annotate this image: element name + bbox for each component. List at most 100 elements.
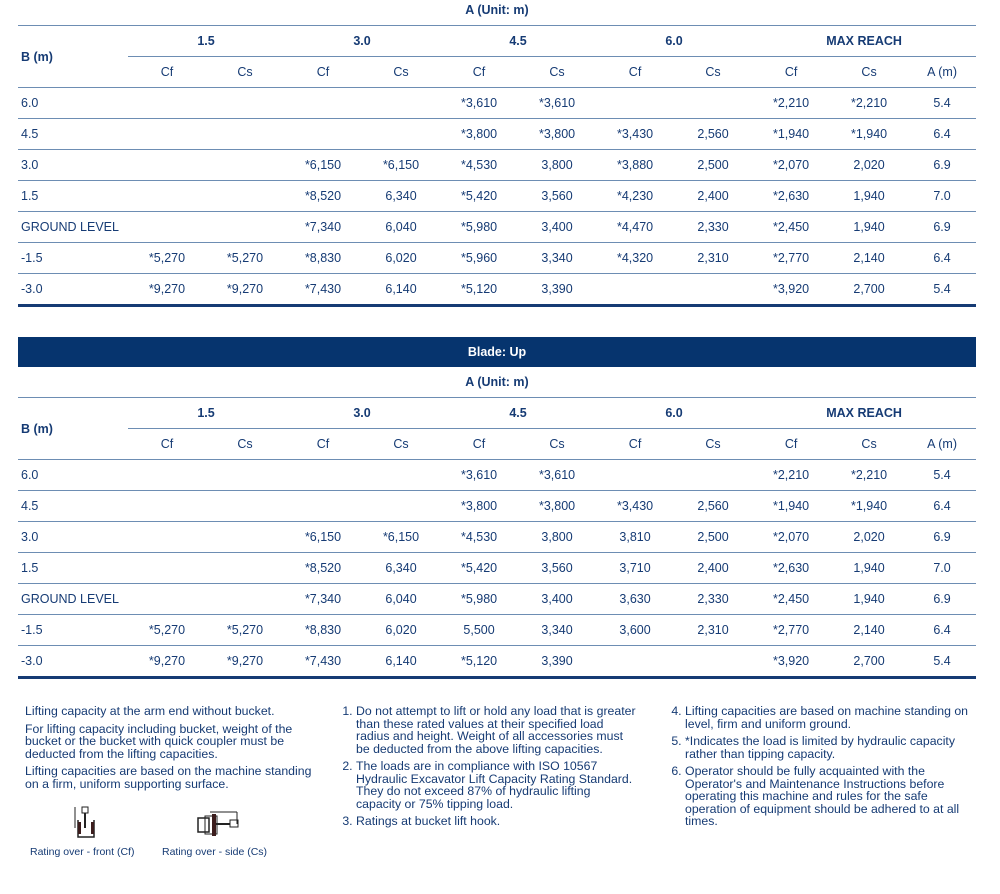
sub-header: Cs	[362, 56, 441, 88]
capacity-cell	[674, 273, 753, 307]
table-row: 6.0 *3,610 *3,610 *2,210 *2,210 5.4	[18, 459, 977, 491]
group-header: 4.5	[440, 26, 597, 57]
group-header: 6.0	[596, 398, 753, 429]
sub-header: Cf	[752, 56, 831, 88]
sub-header: Cf	[440, 56, 519, 88]
capacity-cell: 5.4	[908, 87, 977, 119]
capacity-cell: 2,560	[674, 118, 753, 150]
capacity-cell: 5,500	[440, 614, 519, 646]
capacity-cell: *8,830	[284, 614, 363, 646]
capacity-cell	[206, 490, 285, 522]
capacity-cell: *5,270	[128, 242, 206, 274]
capacity-cell	[674, 459, 753, 491]
capacity-cell: 2,400	[674, 180, 753, 212]
capacity-cell: 3,390	[518, 645, 597, 679]
capacity-cell	[128, 583, 206, 615]
table-row: 4.5 *3,800 *3,800 *3,430 2,560 *1,940 *1,940 6.…	[18, 118, 977, 150]
sub-header: Cs	[518, 56, 597, 88]
capacity-cell: *3,610	[518, 459, 597, 491]
capacity-cell: 6.4	[908, 118, 977, 150]
capacity-cell: *3,800	[440, 118, 519, 150]
capacity-cell: *3,430	[596, 118, 675, 150]
note: Lifting capacities are based on machine …	[685, 705, 977, 730]
blade-up-band: Blade: Up	[18, 337, 976, 367]
table-row: 6.0 *3,610 *3,610 *2,210 *2,210 5.4	[18, 87, 977, 119]
sub-header: Cs	[362, 428, 441, 460]
capacity-cell: *4,230	[596, 180, 675, 212]
notes-mid: Do not attempt to lift or hold any load …	[338, 705, 638, 833]
side-rating-icon	[197, 811, 239, 836]
capacity-cell: 6.9	[908, 521, 977, 553]
capacity-cell	[128, 459, 206, 491]
sub-header: Cs	[206, 56, 285, 88]
row-height-label: -3.0	[18, 273, 128, 307]
capacity-cell	[128, 521, 206, 553]
capacity-cell	[128, 87, 206, 119]
sub-header: Cf	[284, 56, 363, 88]
note: Do not attempt to lift or hold any load …	[356, 705, 638, 755]
capacity-cell: 5.4	[908, 273, 977, 307]
capacity-cell: 2,330	[674, 211, 753, 243]
capacity-cell: *2,770	[752, 242, 831, 274]
front-rating-caption: Rating over - front (Cf)	[30, 846, 135, 858]
b-label: B (m)	[18, 26, 128, 88]
table-row: 1.5 *8,520 6,340 *5,420 3,560 *4,230 2,400 *2,6…	[18, 180, 977, 212]
capacity-cell	[128, 211, 206, 243]
capacity-cell: 3,810	[596, 521, 675, 553]
unit-title: A (Unit: m)	[18, 367, 976, 398]
capacity-cell: *5,980	[440, 211, 519, 243]
capacity-cell: 3,560	[518, 180, 597, 212]
capacity-cell	[128, 149, 206, 181]
group-header-row: B (m) 1.5 3.0 4.5 6.0 MAX REACH	[18, 398, 977, 460]
capacity-cell	[362, 459, 441, 491]
capacity-cell	[596, 645, 675, 679]
capacity-cell: *8,520	[284, 180, 363, 212]
note: *Indicates the load is limited by hydrau…	[685, 735, 977, 760]
capacity-cell: *2,210	[830, 87, 909, 119]
sub-header: Cs	[674, 56, 753, 88]
capacity-cell: *6,150	[284, 521, 363, 553]
b-label: B (m)	[18, 398, 128, 460]
capacity-cell: *5,420	[440, 552, 519, 584]
capacity-cell: *5,960	[440, 242, 519, 274]
capacity-cell: *3,880	[596, 149, 675, 181]
capacity-cell: *3,920	[752, 273, 831, 307]
capacity-cell: *3,920	[752, 645, 831, 679]
capacity-cell: 2,020	[830, 521, 909, 553]
sub-header: Cs	[674, 428, 753, 460]
row-height-label: -1.5	[18, 614, 128, 646]
capacity-cell: 2,140	[830, 242, 909, 274]
capacity-cell: 6,020	[362, 614, 441, 646]
notes-left: Lifting capacity at the arm end without …	[25, 705, 325, 795]
sub-header-row: Cf Cs Cf Cs Cf Cs Cf Cs Cf Cs A (m)	[18, 428, 977, 460]
capacity-cell: 2,330	[674, 583, 753, 615]
note: Ratings at bucket lift hook.	[356, 815, 638, 828]
capacity-cell: *1,940	[830, 490, 909, 522]
capacity-cell	[362, 490, 441, 522]
capacity-cell: *4,530	[440, 521, 519, 553]
row-height-label: 6.0	[18, 87, 128, 119]
capacity-cell: 3,340	[518, 614, 597, 646]
notes-right: Lifting capacities are based on machine …	[667, 705, 977, 833]
capacity-cell	[284, 490, 363, 522]
sub-header: Cf	[752, 428, 831, 460]
capacity-cell	[128, 118, 206, 150]
group-header: 1.5	[128, 26, 285, 57]
row-height-label: 3.0	[18, 521, 128, 553]
capacity-cell: 6,140	[362, 273, 441, 307]
table-row: GROUND LEVEL *7,340 6,040 *5,980 3,400 *4,470…	[18, 211, 977, 243]
capacity-cell: *2,210	[752, 87, 831, 119]
capacity-cell	[206, 211, 285, 243]
row-height-label: -1.5	[18, 242, 128, 274]
capacity-cell: *6,150	[362, 521, 441, 553]
group-header: 4.5	[440, 398, 597, 429]
capacity-cell: *6,150	[284, 149, 363, 181]
group-header-row: B (m) 1.5 3.0 4.5 6.0 MAX REACH	[18, 26, 977, 88]
capacity-cell	[284, 118, 363, 150]
capacity-cell: 2,500	[674, 521, 753, 553]
table-row: 3.0 *6,150 *6,150 *4,530 3,800 *3,880 2,500 *2,…	[18, 149, 977, 181]
sub-header: Cf	[596, 56, 675, 88]
capacity-cell	[206, 552, 285, 584]
row-height-label: GROUND LEVEL	[18, 583, 128, 615]
capacity-cell: 2,400	[674, 552, 753, 584]
